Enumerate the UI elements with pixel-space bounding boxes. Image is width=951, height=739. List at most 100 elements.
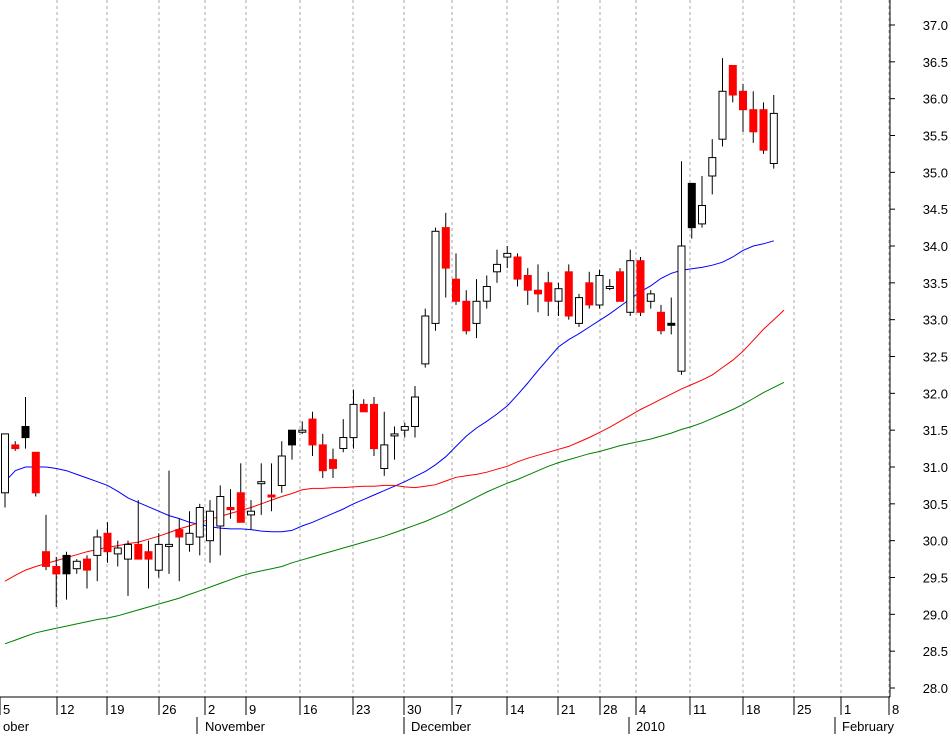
candle: [585, 271, 594, 309]
x-month-label: December: [411, 719, 472, 734]
candle-body: [195, 507, 204, 538]
candle: [206, 500, 214, 563]
candle-body: [21, 426, 30, 439]
candle: [421, 308, 430, 368]
x-month-label: 2010: [636, 719, 665, 734]
candle-body: [267, 494, 276, 498]
candle: [257, 463, 266, 515]
y-tick-label: 31.0: [923, 460, 948, 475]
y-tick-label: 35.5: [923, 129, 948, 144]
candle: [482, 275, 491, 309]
candle: [769, 94, 778, 169]
candle-body: [390, 433, 399, 437]
candle-body: [616, 271, 624, 302]
candle: [718, 58, 727, 147]
candle-body: [728, 65, 737, 96]
vertical-gridlines: [56, 0, 890, 697]
candle: [1, 433, 9, 508]
candles: [1, 58, 778, 607]
candle: [349, 389, 358, 449]
candle: [698, 176, 706, 228]
candle: [513, 253, 522, 287]
candle: [452, 253, 460, 305]
x-month-label: ober: [3, 719, 30, 734]
y-tick-label: 33.5: [923, 276, 948, 291]
candle-body: [431, 230, 440, 324]
candle: [247, 500, 255, 530]
candle-body: [72, 560, 81, 570]
x-tick-label: 28: [603, 702, 617, 717]
candle: [11, 441, 20, 451]
candle: [298, 421, 307, 434]
moving-average-lines: [4, 240, 785, 645]
candle-body: [626, 260, 635, 313]
candle: [646, 290, 655, 309]
candle-body: [462, 300, 471, 332]
candle: [708, 139, 717, 195]
candle: [308, 411, 317, 456]
candle-body: [288, 429, 296, 446]
candle-body: [318, 444, 327, 472]
candle: [605, 279, 614, 291]
candle: [564, 264, 573, 320]
candle-body: [585, 282, 594, 306]
candle-body: [544, 282, 553, 302]
candle: [42, 514, 50, 571]
candle-body: [359, 403, 368, 413]
candle-body: [554, 288, 563, 302]
y-tick-label: 30.5: [923, 497, 948, 512]
candle-body: [667, 322, 676, 326]
candle: [62, 551, 71, 600]
x-tick-label: 12: [60, 702, 74, 717]
candle: [616, 268, 624, 302]
candle: [370, 397, 378, 456]
candle-body: [534, 289, 542, 295]
candle: [72, 559, 81, 574]
candle: [462, 290, 471, 335]
y-tick-label: 37.0: [923, 18, 948, 33]
candle-body: [482, 286, 491, 302]
y-tick-label: 32.5: [923, 350, 948, 365]
candle-body: [513, 256, 522, 280]
candle: [544, 271, 553, 316]
candle-body: [677, 245, 686, 372]
candle-body: [472, 300, 481, 324]
candle-body: [144, 551, 153, 560]
x-tick-label: 5: [3, 702, 10, 717]
candle-body: [134, 543, 143, 560]
candle-body: [411, 396, 419, 427]
candle-body: [175, 529, 184, 538]
candle-body: [687, 182, 696, 229]
candle-body: [698, 205, 706, 225]
candle: [687, 182, 696, 239]
candle-body: [605, 286, 614, 289]
candle: [165, 470, 173, 574]
candle: [534, 264, 542, 313]
x-tick-label: 21: [561, 702, 575, 717]
candle-body: [83, 558, 91, 571]
candle: [288, 429, 296, 460]
candle-body: [11, 444, 20, 450]
candle: [411, 385, 419, 438]
candle: [236, 463, 245, 523]
candle: [636, 257, 645, 316]
x-month-label: February: [842, 719, 895, 734]
candle-body: [595, 275, 604, 306]
x-tick-label: 19: [110, 702, 124, 717]
candle: [339, 419, 348, 453]
candle-body: [452, 278, 460, 302]
candle: [595, 269, 604, 309]
candle-body: [165, 543, 173, 547]
candle: [472, 279, 481, 339]
candle-body: [769, 112, 778, 164]
ma-long-line: [4, 381, 785, 645]
y-tick-label: 35.0: [923, 165, 948, 180]
y-tick-label: 29.5: [923, 571, 948, 586]
y-tick-label: 36.0: [923, 92, 948, 107]
candle-body: [503, 252, 512, 258]
candle-body: [1, 433, 9, 494]
candle-body: [718, 90, 727, 140]
candle-body: [575, 297, 583, 324]
candle: [400, 422, 409, 438]
